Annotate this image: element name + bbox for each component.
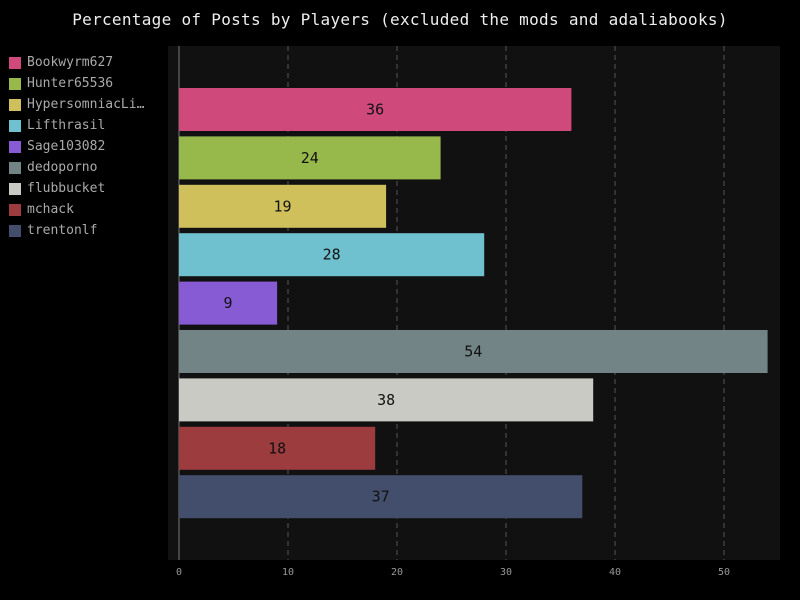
legend-swatch [9, 98, 21, 111]
bar-hunter65536 [179, 136, 441, 180]
legend-swatch [9, 119, 21, 132]
bar-bookwyrm627 [179, 88, 572, 131]
legend-swatch [9, 140, 21, 153]
chart-title: Percentage of Posts by Players (excluded… [72, 10, 728, 29]
legend-swatch [9, 56, 21, 69]
x-axis-ticks: 0 10 20 30 40 50 [176, 567, 730, 578]
bar-dedoporno [179, 330, 768, 373]
legend-item[interactable]: trentonlf [9, 220, 159, 241]
legend-item[interactable]: Lifthrasil [9, 115, 159, 136]
x-tick-label: 10 [282, 567, 294, 578]
legend-item[interactable]: flubbucket [9, 178, 159, 199]
bar-value-label: 28 [323, 246, 341, 264]
bar-value-label: 37 [372, 488, 390, 506]
bar-value-label: 18 [268, 439, 286, 457]
bar-trentonlf [179, 475, 583, 519]
x-tick-label: 40 [609, 567, 621, 578]
legend-swatch [9, 161, 21, 174]
legend-item[interactable]: Sage103082 [9, 136, 159, 157]
x-tick-label: 50 [718, 567, 730, 578]
legend-item[interactable]: mchack [9, 199, 159, 220]
bar-value-label: 19 [274, 197, 292, 215]
legend-item[interactable]: Bookwyrm627 [9, 52, 159, 73]
legend-item[interactable]: dedoporno [9, 157, 159, 178]
bar-flubbucket [179, 378, 594, 422]
x-tick-label: 30 [500, 567, 512, 578]
bar-value-label: 36 [366, 101, 384, 119]
bar-sage103082 [179, 281, 278, 325]
x-tick-label: 20 [391, 567, 403, 578]
bar-value-label: 38 [377, 391, 395, 409]
legend-swatch [9, 203, 21, 216]
legend-swatch [9, 224, 21, 237]
bar-value-label: 24 [301, 149, 319, 167]
bar-value-label: 9 [224, 294, 233, 312]
legend: Bookwyrm627 Hunter65536 HypersomniacLi… Lif… [9, 52, 159, 241]
legend-swatch [9, 182, 21, 195]
legend-swatch [9, 77, 21, 90]
bar-mchack [179, 426, 376, 470]
bar-value-label: 54 [464, 343, 482, 361]
legend-item[interactable]: Hunter65536 [9, 73, 159, 94]
bars: 36 24 19 28 9 54 38 18 37 [179, 88, 768, 519]
x-tick-label: 0 [176, 567, 182, 578]
legend-item[interactable]: HypersomniacLi… [9, 94, 159, 115]
bar-hypersomniacli- [179, 184, 387, 228]
bar-lifthrasil [179, 233, 485, 277]
